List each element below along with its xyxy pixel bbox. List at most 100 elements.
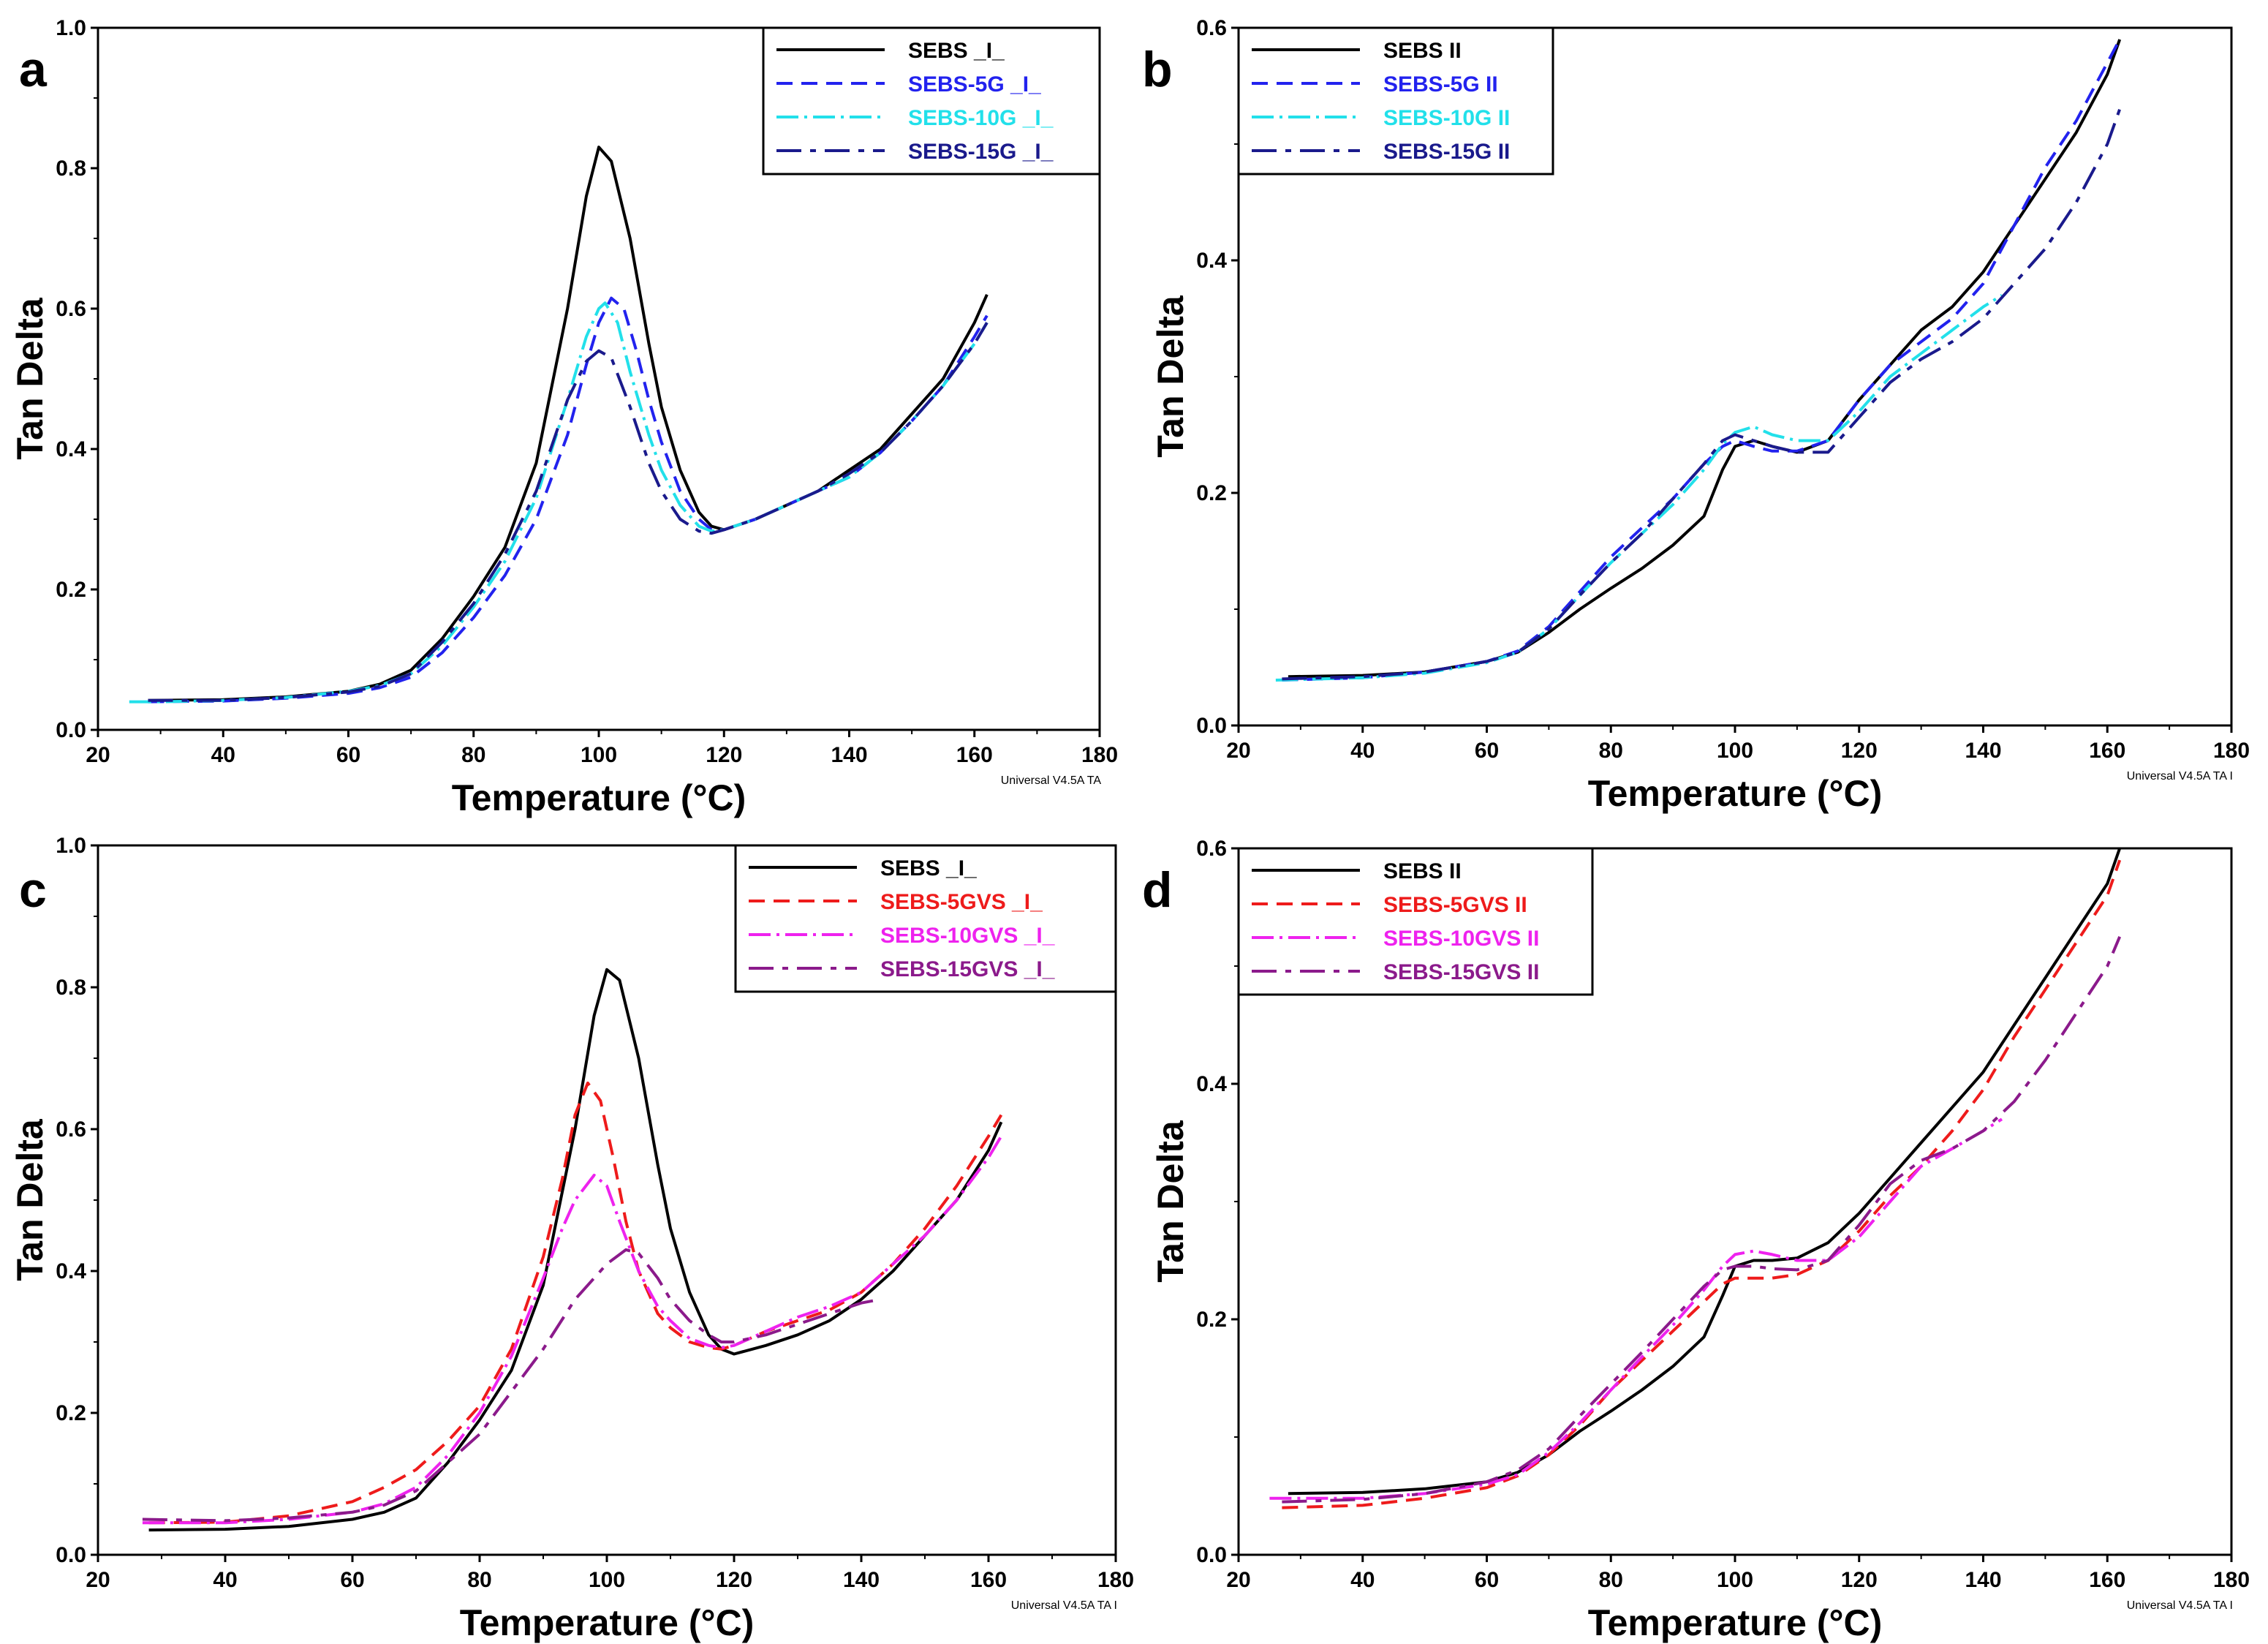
series-line-2: [148, 1081, 1003, 1525]
x-tick-label: 120: [716, 1568, 752, 1592]
y-tick-label: 0.2: [56, 578, 86, 602]
legend-label: SEBS _I_: [908, 39, 1005, 63]
y-axis-title: Tan Delta: [10, 1118, 50, 1281]
x-tick-label: 140: [843, 1568, 880, 1592]
y-axis-title: Tan Delta: [1150, 295, 1191, 458]
series-line-3: [129, 301, 989, 704]
software-watermark: Universal V4.5A TA I: [2127, 1599, 2233, 1612]
y-tick-label: 0.8: [56, 976, 86, 1000]
series-line-3: [1275, 294, 2003, 682]
panel-letter: a: [19, 42, 48, 97]
legend-label: SEBS-15G _I_: [908, 140, 1054, 164]
x-tick-label: 60: [340, 1568, 364, 1592]
series-line-4: [1282, 108, 2122, 681]
x-tick-label: 20: [1226, 1568, 1250, 1592]
panel-letter: b: [1142, 42, 1173, 97]
legend-box: [1237, 847, 1594, 996]
legend-label: SEBS-10GVS _I_: [880, 924, 1055, 948]
y-tick-label: 0.0: [1196, 714, 1227, 738]
legend-label: SEBS-10G II: [1383, 106, 1510, 130]
panel-letter: c: [19, 862, 47, 918]
legend-label: SEBS-10G _I_: [908, 106, 1054, 130]
panel-letter: d: [1142, 862, 1173, 918]
legend-label: SEBS _I_: [880, 856, 977, 881]
legend-label: SEBS-5GVS II: [1383, 893, 1527, 917]
series-line-1: [148, 968, 1003, 1532]
y-tick-label: 0.2: [1196, 481, 1227, 505]
y-tick-label: 0.4: [56, 437, 86, 461]
x-tick-label: 80: [467, 1568, 491, 1592]
chart-panel-a: a 20 40 60 80 100 120 140 160 180 0.0 0.2 0.4 0.6 0.8 1…: [10, 16, 1118, 818]
series-line-2: [148, 296, 989, 704]
x-tick-label: 60: [1475, 739, 1499, 763]
y-axis-title: Tan Delta: [10, 297, 50, 460]
x-tick-label: 80: [461, 743, 485, 767]
x-axis-title: Temperature (°C): [1588, 773, 1882, 814]
x-tick-label: 40: [213, 1568, 237, 1592]
y-tick-label: 0.6: [56, 297, 86, 321]
x-axis-title: Temperature (°C): [452, 777, 746, 818]
x-tick-label: 80: [1599, 1568, 1623, 1592]
chart-panel-b: b 20 40 60 80 100 120 140 160 180 0.0 0.2 0.4 0.6 Temp…: [1142, 16, 2250, 814]
series-line-4: [1282, 936, 2122, 1504]
legend-box: [762, 26, 1101, 176]
x-tick-label: 120: [1841, 739, 1878, 763]
y-axis-title: Tan Delta: [1150, 1120, 1191, 1283]
legend-label: SEBS-5G _I_: [908, 72, 1041, 97]
x-tick-label: 20: [86, 743, 110, 767]
x-axis-title: Temperature (°C): [1588, 1602, 1882, 1643]
x-tick-label: 140: [1965, 739, 2001, 763]
x-tick-label: 40: [211, 743, 235, 767]
x-tick-label: 100: [1717, 1568, 1753, 1592]
y-tick-label: 1.0: [56, 16, 86, 40]
legend-label: SEBS-15G II: [1383, 140, 1510, 164]
x-tick-label: 120: [706, 743, 742, 767]
chart-panel-c: c 20 40 60 80 100 120 140 160 180 0.0 0.2 0.4 0.6 0.8 1…: [10, 834, 1134, 1643]
software-watermark: Universal V4.5A TA I: [1011, 1599, 1117, 1612]
x-tick-label: 180: [2213, 1568, 2250, 1592]
x-tick-label: 100: [1717, 739, 1753, 763]
x-tick-label: 20: [86, 1568, 110, 1592]
x-tick-label: 20: [1226, 739, 1250, 763]
x-axis-title: Temperature (°C): [460, 1602, 754, 1643]
y-tick-label: 0.0: [1196, 1543, 1227, 1567]
y-tick-label: 0.8: [56, 157, 86, 181]
y-tick-label: 0.4: [56, 1259, 86, 1283]
legend-label: SEBS-5GVS _I_: [880, 890, 1043, 914]
chart-panel-d: d 20 40 60 80 100 120 140 160 180 0.0 0.2 0.4 0.6 Temp…: [1142, 837, 2250, 1643]
software-watermark: Universal V4.5A TA: [1001, 774, 1102, 787]
legend-label: SEBS-10GVS II: [1383, 927, 1539, 951]
x-tick-label: 140: [1965, 1568, 2001, 1592]
x-tick-label: 160: [970, 1568, 1007, 1592]
y-tick-label: 0.6: [1196, 16, 1227, 40]
x-tick-label: 80: [1599, 739, 1623, 763]
x-tick-label: 40: [1350, 1568, 1375, 1592]
legend-label: SEBS-5G II: [1383, 72, 1498, 97]
series-line-3: [142, 1135, 1003, 1525]
x-tick-label: 180: [1081, 743, 1118, 767]
series-line-3: [1269, 1117, 2003, 1500]
y-tick-label: 0.2: [1196, 1308, 1227, 1332]
x-tick-label: 160: [956, 743, 993, 767]
x-tick-label: 100: [581, 743, 617, 767]
legend-label: SEBS II: [1383, 39, 1462, 63]
x-tick-label: 120: [1841, 1568, 1878, 1592]
x-tick-label: 160: [2089, 1568, 2125, 1592]
x-tick-label: 140: [831, 743, 867, 767]
software-watermark: Universal V4.5A TA I: [2127, 770, 2233, 783]
x-tick-label: 180: [2213, 739, 2250, 763]
x-tick-label: 60: [336, 743, 360, 767]
y-tick-label: 0.0: [56, 1543, 86, 1567]
y-tick-label: 0.4: [1196, 1072, 1227, 1096]
x-tick-label: 60: [1475, 1568, 1499, 1592]
series-line-1: [148, 146, 989, 702]
x-tick-label: 180: [1097, 1568, 1134, 1592]
x-tick-label: 100: [589, 1568, 625, 1592]
legend-label: SEBS II: [1383, 859, 1462, 883]
y-tick-label: 0.4: [1196, 249, 1227, 273]
series-line-4: [148, 322, 989, 702]
x-tick-label: 160: [2089, 739, 2125, 763]
y-tick-label: 0.6: [56, 1117, 86, 1142]
y-tick-label: 0.6: [1196, 837, 1227, 861]
